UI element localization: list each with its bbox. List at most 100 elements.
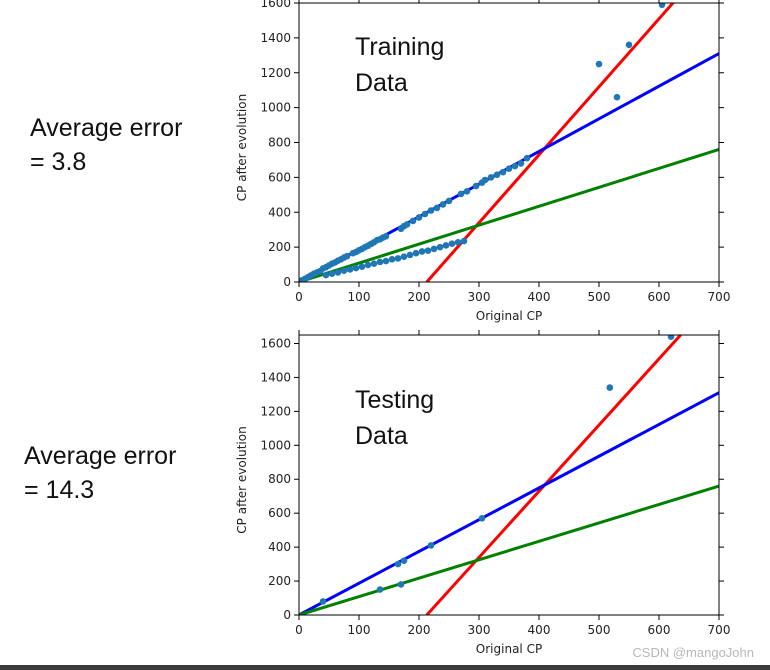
data-point	[394, 255, 402, 262]
data-point	[382, 233, 390, 240]
x-tick-label: 400	[528, 290, 551, 304]
data-point	[442, 242, 450, 249]
avg-error-value: = 14.3	[24, 476, 95, 504]
data-point	[319, 598, 327, 605]
green-regression-line	[299, 484, 719, 615]
data-point	[427, 207, 435, 214]
data-point	[511, 162, 519, 170]
blue-regression-line	[299, 391, 719, 615]
data-point	[625, 41, 633, 49]
data-point	[415, 214, 423, 221]
data-point	[460, 237, 468, 245]
x-tick-label: 300	[468, 623, 491, 637]
avg-error-value: = 3.8	[30, 148, 87, 176]
data-point	[409, 217, 417, 225]
data-point	[394, 560, 402, 568]
y-axis-title: CP after evolution	[235, 426, 249, 533]
data-point	[382, 257, 390, 265]
y-tick-label: 0	[283, 608, 291, 622]
data-point	[370, 260, 378, 267]
data-point	[523, 154, 531, 162]
data-point	[505, 165, 513, 172]
x-tick-label: 500	[588, 623, 611, 637]
chart-annotation: Data	[355, 69, 408, 97]
data-point	[448, 240, 456, 247]
data-point	[463, 188, 471, 195]
y-tick-label: 1600	[260, 336, 291, 350]
data-point	[445, 197, 453, 205]
x-tick-label: 600	[648, 290, 671, 304]
data-point	[400, 557, 408, 564]
red-regression-line	[425, 335, 682, 615]
y-axis-title: CP after evolution	[235, 94, 249, 201]
data-point	[376, 258, 384, 266]
data-point	[322, 271, 330, 279]
data-point	[418, 248, 426, 255]
data-point	[613, 93, 621, 101]
data-point	[403, 221, 411, 228]
y-tick-label: 1400	[260, 31, 291, 45]
data-point	[595, 60, 603, 68]
data-point	[499, 168, 507, 176]
x-tick-label: 100	[348, 623, 371, 637]
data-point	[493, 171, 501, 179]
testing-chart: 0 100 200 300 400 500 600 700 0 200 400 600 800 1000 1…	[235, 330, 731, 656]
data-point	[412, 249, 420, 257]
x-tick-label: 200	[408, 290, 431, 304]
chart-annotation: Training	[355, 33, 444, 61]
data-point	[667, 335, 675, 340]
avg-error-label-line1: Average error	[30, 114, 183, 142]
data-point	[481, 176, 489, 184]
bottom-bar	[0, 665, 770, 670]
watermark: CSDN @mangoJohn	[632, 645, 754, 660]
y-tick-label: 200	[268, 574, 291, 588]
data-point	[397, 581, 405, 588]
avg-error-label-line1: Average error	[24, 442, 177, 470]
y-tick-label: 800	[268, 136, 291, 150]
data-point	[427, 542, 435, 549]
data-point	[352, 264, 360, 272]
data-point	[364, 261, 372, 269]
x-tick-label: 500	[588, 290, 611, 304]
data-point	[388, 256, 396, 263]
data-point	[478, 514, 486, 522]
plot-area	[299, 3, 719, 282]
y-tick-label: 800	[268, 472, 291, 486]
x-tick-label: 600	[648, 623, 671, 637]
data-point	[334, 269, 342, 276]
plot-area	[299, 335, 719, 615]
x-axis-title: Original CP	[476, 309, 542, 323]
x-tick-label: 300	[468, 290, 491, 304]
data-point	[487, 174, 495, 181]
data-point	[343, 252, 351, 260]
data-point	[472, 182, 480, 190]
y-tick-label: 600	[268, 506, 291, 520]
data-point	[346, 266, 354, 273]
data-point	[400, 253, 408, 261]
y-tick-label: 1600	[260, 0, 291, 10]
data-point	[436, 243, 444, 251]
x-tick-label: 700	[708, 623, 731, 637]
data-point	[358, 263, 366, 270]
data-point	[424, 247, 432, 254]
data-point	[457, 190, 465, 198]
x-tick-label: 400	[528, 623, 551, 637]
y-tick-label: 1400	[260, 370, 291, 384]
x-tick-label: 200	[408, 623, 431, 637]
data-point	[406, 251, 414, 259]
x-axis-title: Original CP	[476, 642, 542, 656]
data-point	[658, 3, 666, 9]
data-point	[439, 201, 447, 208]
y-tick-label: 1200	[260, 66, 291, 80]
y-tick-label: 1000	[260, 438, 291, 452]
y-tick-label: 400	[268, 205, 291, 219]
x-tick-label: 700	[708, 290, 731, 304]
avg-error-label-training: Average error = 3.8	[30, 111, 182, 179]
data-point	[421, 210, 429, 218]
data-point	[430, 245, 438, 253]
red-regression-line	[425, 3, 675, 282]
y-tick-label: 0	[283, 275, 291, 289]
data-point	[454, 238, 462, 246]
x-tick-label: 0	[295, 623, 303, 637]
training-chart: 0 100 200 300 400 500 600 700 0 200 400 600 800 1000 1…	[235, 0, 731, 323]
